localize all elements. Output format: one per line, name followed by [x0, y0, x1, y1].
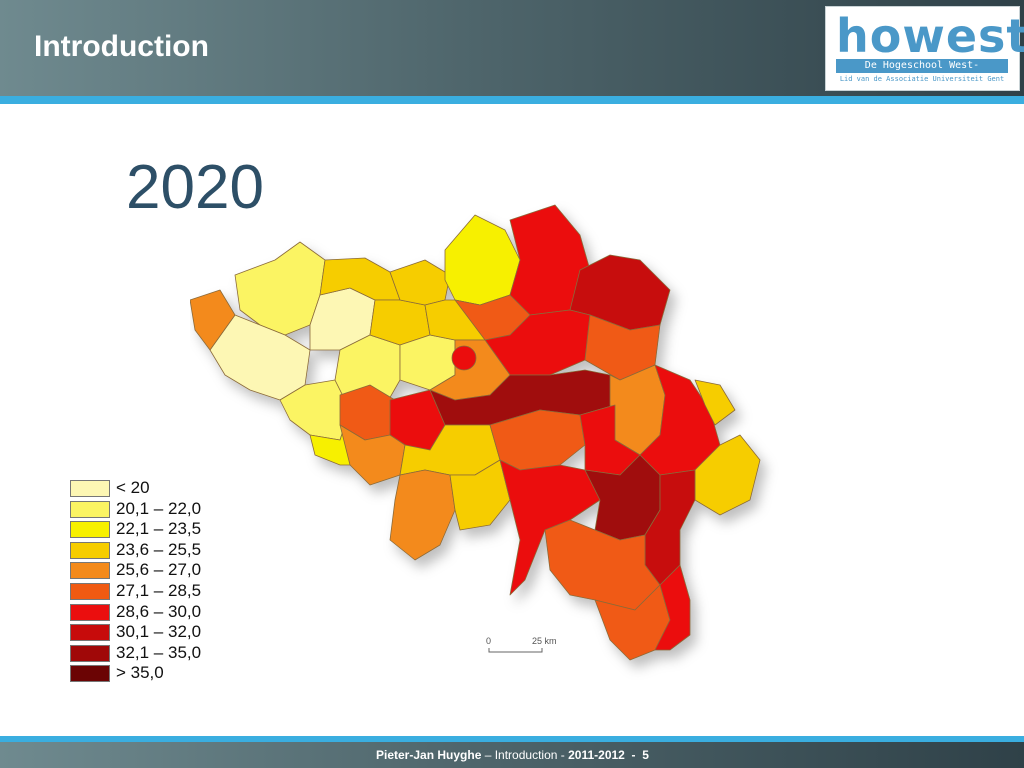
- slide-title: Introduction: [34, 30, 209, 63]
- footer-page: 5: [642, 748, 649, 762]
- footer-year: 2011-2012: [568, 748, 625, 762]
- year-heading: 2020: [126, 153, 264, 222]
- footer-bar: Pieter-Jan Huyghe – Introduction - 2011-…: [0, 742, 1024, 768]
- region-south-orange: [544, 519, 661, 611]
- header-stripe: [0, 96, 1024, 104]
- legend-label: 25,6 – 27,0: [116, 560, 202, 580]
- legend-swatch: [70, 500, 110, 518]
- footer-sep: -: [557, 748, 569, 762]
- legend-label: 20,1 – 22,0: [116, 498, 202, 518]
- legend-label: > 35,0: [116, 663, 164, 683]
- footer-author: Pieter-Jan Huyghe: [376, 748, 482, 762]
- logo-word: howest: [836, 9, 1024, 63]
- legend-label: 30,1 – 32,0: [116, 622, 202, 642]
- legend-swatch: [70, 480, 110, 497]
- legend-label: 27,1 – 28,5: [116, 580, 202, 600]
- region-lux-tip-red: [654, 564, 691, 651]
- map-svg: [189, 204, 761, 661]
- footer-text: Pieter-Jan Huyghe – Introduction - 2011-…: [376, 748, 649, 762]
- scalebar-svg: 0 25 km: [486, 636, 557, 653]
- legend-swatch: [70, 665, 110, 683]
- legend-label: 32,1 – 35,0: [116, 642, 202, 662]
- legend-swatch: [70, 521, 110, 539]
- legend-label: < 20: [116, 478, 150, 497]
- legend-swatch: [70, 603, 110, 621]
- region-east-yellow-n: [694, 379, 736, 426]
- legend-swatch: [70, 644, 110, 662]
- footer-dash: –: [481, 748, 495, 762]
- legend-label: 28,6 – 30,0: [116, 601, 202, 621]
- region-hain-yellow-2: [449, 459, 511, 531]
- legend-label: 22,1 – 23,5: [116, 519, 202, 539]
- region-hain-orange-2: [389, 469, 456, 561]
- logo-band: De Hogeschool West-Vlaanderen: [836, 59, 1008, 85]
- region-coast-orange: [189, 289, 236, 351]
- footer-stripe: [0, 736, 1024, 742]
- header-bar: Introduction howest De Hogeschool West-V…: [0, 0, 1024, 96]
- legend-swatch: [70, 582, 110, 600]
- legend-label: 23,6 – 25,5: [116, 539, 202, 559]
- legend-swatch: [70, 541, 110, 559]
- howest-logo: howest De Hogeschool West-Vlaanderen Lid…: [825, 6, 1024, 91]
- region-west-b: [209, 314, 311, 401]
- belgium-choropleth-map: [189, 200, 790, 680]
- map-scalebar: 0 25 km: [486, 634, 566, 658]
- scalebar-start: 0: [486, 636, 491, 646]
- legend-swatch: [70, 624, 110, 642]
- logo-sub: Lid van de Associatie Universiteit Gent: [839, 75, 1005, 83]
- footer-sep2: -: [624, 748, 643, 762]
- region-brussels-dot: [451, 345, 477, 371]
- region-antwerp: [444, 214, 521, 306]
- legend-swatch: [70, 562, 110, 580]
- region-fl-4: [389, 259, 451, 306]
- footer-topic: Introduction: [494, 748, 558, 762]
- scalebar-end: 25 km: [532, 636, 557, 646]
